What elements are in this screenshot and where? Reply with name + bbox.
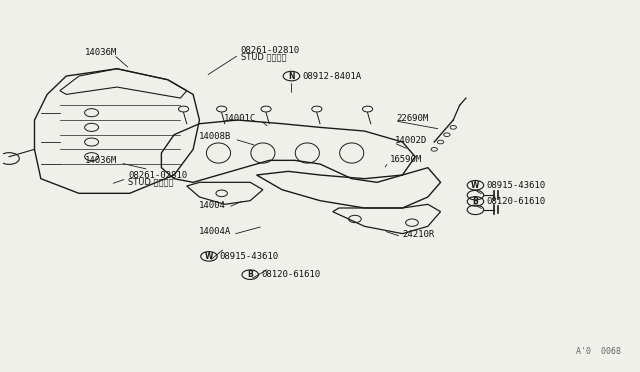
Text: W: W <box>471 181 479 190</box>
Text: 08261-02810: 08261-02810 <box>241 46 300 55</box>
Text: 08261-02810: 08261-02810 <box>129 170 188 180</box>
Text: W: W <box>205 252 213 261</box>
Text: 16590M: 16590M <box>390 155 422 164</box>
Text: 08120-61610: 08120-61610 <box>486 197 545 206</box>
Text: 14002D: 14002D <box>395 136 427 145</box>
Text: 08915-43610: 08915-43610 <box>486 181 545 190</box>
Text: 24210R: 24210R <box>403 230 435 239</box>
Text: 14004: 14004 <box>199 201 226 209</box>
Text: 22690M: 22690M <box>396 114 428 123</box>
Text: 14004A: 14004A <box>199 227 231 236</box>
Text: STUD スタッド: STUD スタッド <box>241 52 286 61</box>
Text: 14001C: 14001C <box>224 114 257 123</box>
Text: STUD スタッド: STUD スタッド <box>129 177 174 186</box>
Text: 08915-43610: 08915-43610 <box>220 252 279 261</box>
Text: 14008B: 14008B <box>199 132 231 141</box>
Text: N: N <box>288 71 294 81</box>
Text: B: B <box>472 197 478 206</box>
Text: 08912-8401A: 08912-8401A <box>302 71 362 81</box>
Text: B: B <box>247 270 253 279</box>
Text: 08120-61610: 08120-61610 <box>261 270 320 279</box>
Text: 14036M: 14036M <box>85 48 117 57</box>
Text: 14036M: 14036M <box>84 156 117 165</box>
Text: A'0  0068: A'0 0068 <box>577 347 621 356</box>
